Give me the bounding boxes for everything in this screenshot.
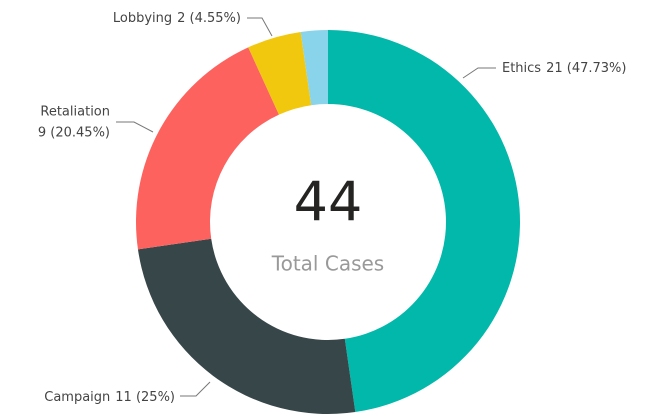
segment-value-label: 21 (47.73%) [546, 61, 626, 76]
center-value: 44 [294, 171, 363, 234]
segment-category: Campaign [44, 390, 110, 405]
segment-category: Lobbying [113, 11, 172, 26]
segment-value-label: 2 (4.55%) [177, 11, 241, 26]
leader-line [247, 17, 273, 37]
leader-line [116, 121, 154, 133]
segment-value-label: 9 (20.45%) [38, 126, 110, 141]
leader-line [462, 67, 496, 79]
donut-segment [248, 31, 312, 115]
donut-segment [137, 238, 356, 415]
segment-label: Retaliation [40, 105, 110, 120]
leader-line [180, 381, 211, 397]
donut-segment [136, 47, 279, 250]
segment-label: Campaign 11 (25%) [44, 390, 175, 405]
segment-value-label: 11 (25%) [115, 390, 175, 405]
segment-label: Ethics 21 (47.73%) [502, 61, 626, 76]
donut-segment [300, 30, 328, 106]
center-label: Total Cases [271, 252, 384, 276]
segment-category: Ethics [502, 61, 541, 76]
segment-label: Lobbying 2 (4.55%) [113, 11, 241, 26]
donut-segment [328, 30, 521, 413]
